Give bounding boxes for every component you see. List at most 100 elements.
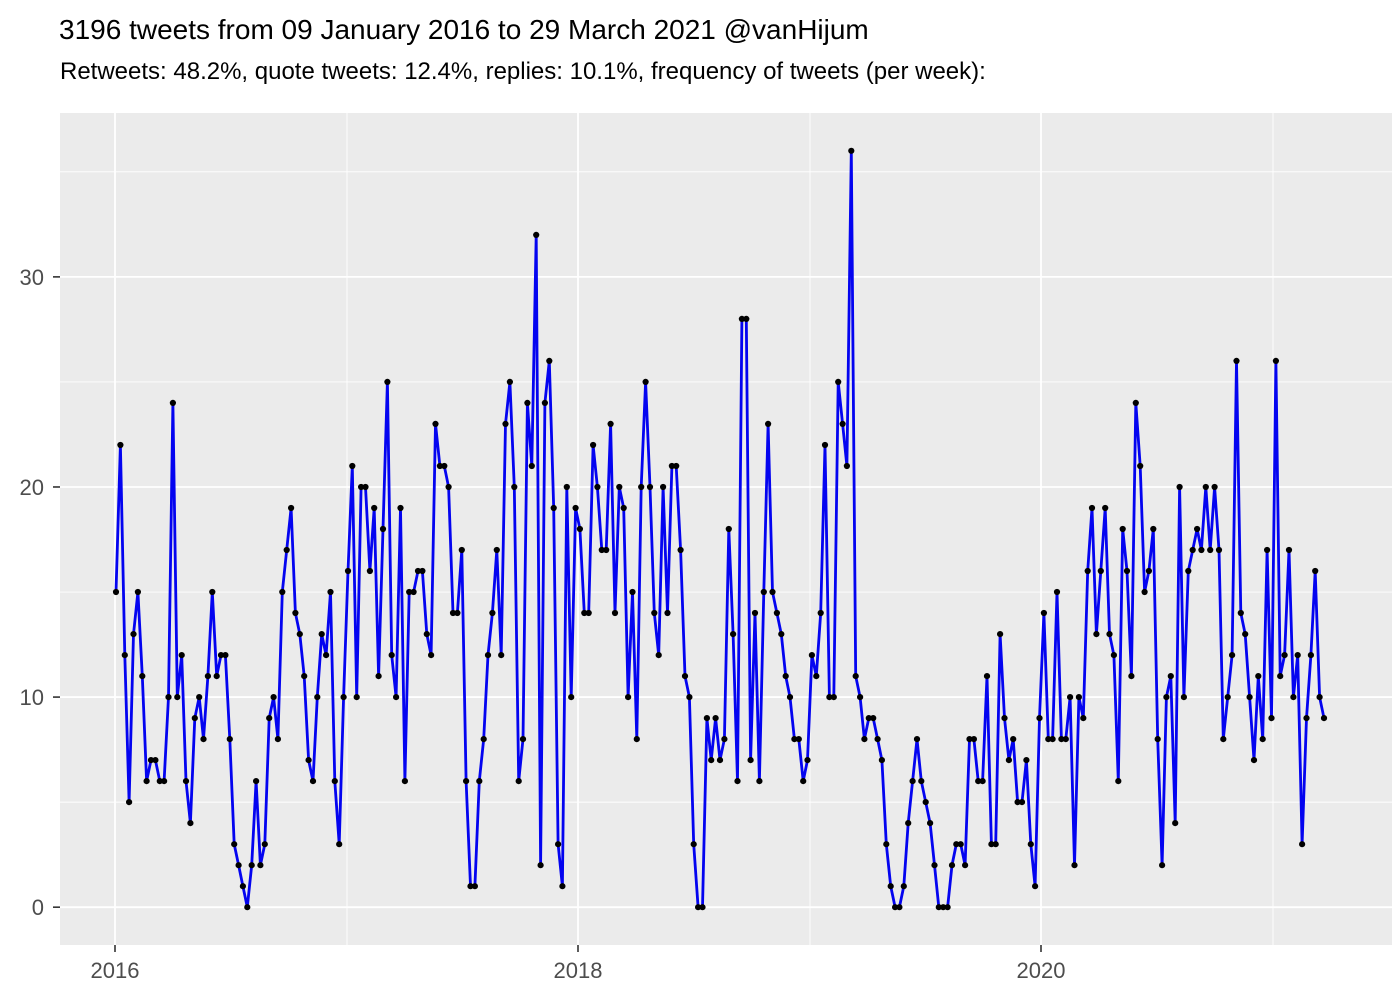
data-point (1010, 736, 1017, 743)
data-point (975, 778, 982, 785)
data-point (966, 736, 973, 743)
data-point (1233, 357, 1240, 364)
data-point (235, 862, 242, 869)
data-point (349, 462, 356, 470)
data-point (1259, 736, 1266, 743)
data-point (892, 904, 899, 911)
data-point (738, 315, 746, 322)
data-point (524, 399, 531, 406)
data-point (1093, 631, 1100, 638)
data-point (817, 609, 824, 617)
data-point (546, 357, 553, 364)
data-point (598, 546, 605, 554)
data-point (633, 736, 640, 743)
data-point (1049, 736, 1056, 743)
data-point (344, 567, 352, 575)
data-point (1067, 694, 1074, 701)
data-point (940, 904, 947, 911)
data-point (393, 694, 400, 701)
data-point (1277, 673, 1284, 680)
data-point (1088, 504, 1096, 512)
data-point (1237, 609, 1244, 617)
data-point (861, 736, 868, 743)
data-point (616, 483, 623, 491)
data-point (139, 673, 146, 680)
data-point (791, 736, 798, 743)
data-point (200, 736, 207, 743)
data-point (314, 694, 321, 701)
chart-title: 3196 tweets from 09 January 2016 to 29 M… (59, 14, 869, 45)
data-point (1189, 546, 1196, 554)
data-point (428, 652, 435, 659)
data-point (896, 904, 903, 911)
data-point (1106, 631, 1113, 638)
data-point (476, 778, 483, 785)
data-point (362, 483, 369, 491)
data-point (765, 420, 772, 427)
data-point (471, 883, 478, 890)
data-point (721, 736, 728, 743)
data-point (279, 588, 286, 596)
data-point (773, 609, 781, 617)
data-point (808, 652, 816, 659)
data-point (261, 841, 268, 848)
y-axis-tick-label: 10 (20, 685, 44, 710)
data-point (607, 420, 614, 427)
data-point (1159, 862, 1166, 869)
data-point (660, 483, 667, 491)
data-point (1040, 609, 1047, 617)
data-point (288, 504, 295, 512)
data-point (760, 588, 767, 596)
data-point (204, 673, 211, 680)
data-point (900, 883, 907, 890)
data-point (1250, 757, 1258, 764)
data-point (182, 778, 190, 785)
data-point (870, 715, 877, 722)
data-point (130, 631, 137, 638)
data-point (537, 862, 544, 869)
data-point (1198, 546, 1205, 554)
data-point (708, 757, 715, 764)
data-point (1215, 546, 1223, 554)
data-point (1220, 736, 1227, 743)
data-point (375, 673, 382, 680)
data-point (1172, 820, 1179, 827)
data-point (629, 588, 636, 596)
data-point (690, 841, 697, 848)
data-point (625, 694, 632, 701)
data-point (734, 778, 741, 785)
data-point (1272, 357, 1279, 364)
data-point (730, 631, 737, 638)
data-point (213, 673, 220, 680)
data-point (432, 420, 439, 427)
data-point (117, 441, 124, 449)
data-point (1032, 883, 1039, 890)
y-axis-tick-label: 20 (20, 475, 44, 500)
data-point (800, 778, 807, 785)
data-point (484, 652, 492, 659)
data-point (274, 736, 281, 743)
data-point (642, 378, 649, 385)
data-point (1123, 567, 1131, 575)
data-point (918, 778, 925, 785)
data-point (366, 567, 373, 575)
data-point (489, 609, 496, 617)
data-point (436, 462, 443, 470)
data-point (1014, 799, 1021, 806)
data-point (152, 757, 159, 764)
data-point (1316, 694, 1323, 701)
data-point (830, 694, 837, 701)
data-point (126, 799, 133, 806)
data-point (795, 736, 802, 743)
data-point (196, 694, 203, 701)
data-point (1145, 567, 1152, 575)
data-point (786, 694, 794, 701)
data-point (305, 757, 312, 764)
data-point (712, 715, 719, 722)
data-point (217, 652, 225, 659)
data-point (1110, 652, 1117, 659)
data-point (979, 778, 986, 785)
data-point (231, 841, 238, 848)
data-point (1207, 546, 1214, 554)
